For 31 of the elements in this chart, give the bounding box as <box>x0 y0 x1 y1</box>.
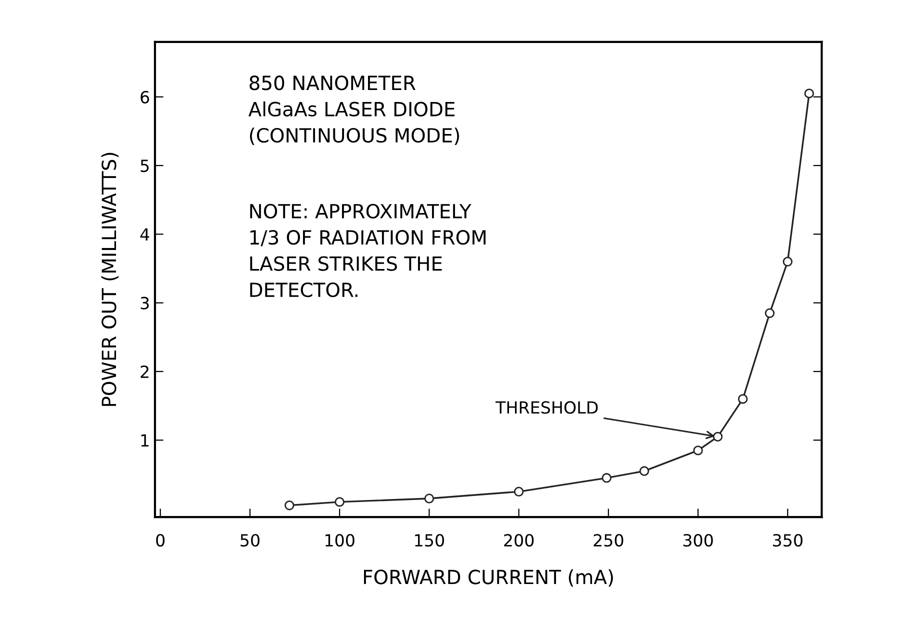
x-tick-label: 50 <box>240 534 260 547</box>
point <box>764 308 775 318</box>
x-tick-label: 200 <box>504 534 534 547</box>
point <box>284 500 294 510</box>
point <box>693 446 703 456</box>
point <box>804 88 814 98</box>
point <box>782 256 793 267</box>
y-tick-label: 4 <box>140 228 150 241</box>
annotation: 850 NANOMETER AlGaAs LASER DIODE (CONTINUOUS MODE) <box>248 76 460 145</box>
point <box>712 432 723 442</box>
y-tick-label: 2 <box>140 365 148 378</box>
x-axis-title: FORWARD CURRENT (mA) <box>364 569 613 587</box>
x-tick-label: 250 <box>594 534 624 547</box>
x-tick-label: 0 <box>156 534 165 547</box>
y-axis-title: POWER OUT (MILLIWATTS) <box>101 152 119 406</box>
x-tick-label: 100 <box>326 534 354 547</box>
point <box>639 466 650 476</box>
point <box>514 486 524 497</box>
point <box>738 394 748 404</box>
x-tick-label: 300 <box>683 534 713 547</box>
x-tick-label: 150 <box>415 534 444 547</box>
y-tick-label: 1 <box>141 434 149 446</box>
annotation: NOTE: APPROXIMATELY 1/3 OF RADIATION FROM LASER STRIKES THE DETECTOR. <box>250 204 486 298</box>
y-tick-label: 5 <box>140 160 149 172</box>
x-tick-label: 350 <box>773 534 802 547</box>
annotation: THRESHOLD <box>495 401 598 414</box>
y-tick-label: 3 <box>140 296 149 310</box>
point <box>602 473 612 483</box>
point <box>334 497 344 507</box>
y-tick-label: 6 <box>140 90 150 104</box>
point <box>424 494 434 504</box>
